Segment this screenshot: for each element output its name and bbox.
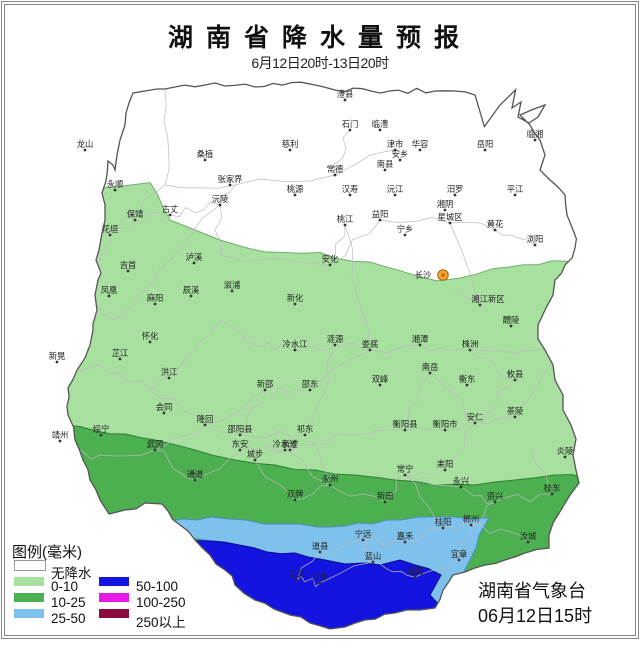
svg-text:安化: 安化 [322,254,339,264]
svg-text:吉首: 吉首 [120,260,137,270]
svg-text:新田: 新田 [377,491,394,501]
svg-text:醴陵: 醴陵 [503,315,520,325]
svg-text:邵阳县: 邵阳县 [228,424,253,434]
svg-text:祁东: 祁东 [297,424,314,434]
svg-text:龙山: 龙山 [77,139,94,149]
svg-text:郴州: 郴州 [463,514,480,524]
svg-text:汝城: 汝城 [520,531,537,541]
svg-text:汨罗: 汨罗 [447,184,464,194]
svg-text:慈利: 慈利 [282,139,299,149]
svg-text:宜章: 宜章 [451,549,468,559]
svg-text:常德: 常德 [327,164,344,174]
svg-text:汉寿: 汉寿 [342,184,359,194]
svg-text:桂东: 桂东 [544,483,561,493]
svg-text:江华: 江华 [312,572,329,582]
svg-text:城步: 城步 [247,449,264,459]
svg-text:华容: 华容 [412,139,429,149]
svg-text:双牌: 双牌 [287,489,304,499]
svg-text:沅江: 沅江 [387,184,404,194]
svg-text:岳阳: 岳阳 [477,139,494,149]
svg-text:宁乡: 宁乡 [397,224,414,234]
svg-text:辰溪: 辰溪 [183,285,200,295]
svg-text:新邵: 新邵 [257,379,274,389]
svg-text:嘉禾: 嘉禾 [397,531,414,541]
svg-text:临武: 临武 [407,566,424,576]
svg-text:芷江: 芷江 [112,348,129,358]
svg-text:南岳: 南岳 [422,362,439,372]
svg-text:长沙: 长沙 [415,270,432,280]
svg-text:星城区: 星城区 [438,212,463,222]
svg-text:洪江: 洪江 [161,367,178,377]
svg-text:衡阳市: 衡阳市 [433,419,458,429]
svg-text:双峰: 双峰 [372,374,389,384]
svg-text:麻阳: 麻阳 [147,293,164,303]
svg-text:怀化: 怀化 [142,331,159,341]
svg-text:宁远: 宁远 [355,529,372,539]
svg-text:绥宁: 绥宁 [93,424,110,434]
svg-text:邵东: 邵东 [302,379,319,389]
svg-text:茶陵: 茶陵 [507,406,524,416]
svg-text:湘江新区: 湘江新区 [471,294,504,304]
svg-text:道县: 道县 [312,541,329,551]
svg-text:会同: 会同 [156,402,173,412]
svg-text:临澧: 临澧 [372,119,389,129]
svg-text:安仁: 安仁 [467,412,484,422]
svg-text:新化: 新化 [287,293,304,303]
svg-text:隆回: 隆回 [197,414,214,424]
svg-text:桑植: 桑植 [197,149,214,159]
svg-text:桃源: 桃源 [287,184,304,194]
svg-text:桃江: 桃江 [337,214,354,224]
svg-text:靖州: 靖州 [52,430,69,440]
svg-text:东安: 东安 [232,439,249,449]
svg-text:南县: 南县 [377,159,394,169]
svg-text:安乡: 安乡 [392,149,409,159]
svg-text:蓝山: 蓝山 [365,551,382,561]
svg-text:石门: 石门 [342,119,359,129]
svg-text:黄花: 黄花 [487,219,504,229]
svg-text:凤凰: 凤凰 [101,285,118,295]
svg-text:新宁: 新宁 [282,439,299,449]
svg-text:炎陵: 炎陵 [557,446,574,456]
svg-text:泸溪: 泸溪 [186,252,203,262]
svg-text:永兴: 永兴 [453,476,470,486]
svg-text:张家界: 张家界 [218,174,243,184]
svg-text:衡阳县: 衡阳县 [393,419,418,429]
svg-text:涟源: 涟源 [327,334,344,344]
svg-text:株洲: 株洲 [462,339,479,349]
svg-text:桂阳: 桂阳 [435,517,452,527]
svg-text:永顺: 永顺 [107,179,124,189]
svg-text:平江: 平江 [507,184,524,194]
svg-text:湘阴: 湘阴 [437,199,454,209]
svg-text:永州: 永州 [322,474,339,484]
svg-text:耒阳: 耒阳 [437,459,454,469]
svg-text:通道: 通道 [187,469,204,479]
svg-text:娄底: 娄底 [362,339,379,349]
svg-text:武冈: 武冈 [147,439,164,449]
svg-text:冷水江: 冷水江 [283,339,308,349]
svg-text:衡东: 衡东 [459,374,476,384]
svg-text:沅陵: 沅陵 [212,194,229,204]
svg-text:新晃: 新晃 [49,351,66,361]
svg-text:津市: 津市 [387,139,404,149]
svg-text:资兴: 资兴 [487,491,504,501]
svg-text:保靖: 保靖 [127,209,144,219]
svg-text:湘潭: 湘潭 [412,334,429,344]
svg-text:江永: 江永 [289,569,306,579]
svg-text:益阳: 益阳 [372,209,389,219]
svg-text:古丈: 古丈 [162,204,179,214]
svg-text:常宁: 常宁 [397,464,414,474]
svg-text:攸县: 攸县 [507,369,524,379]
svg-text:溆浦: 溆浦 [224,280,241,290]
svg-text:浏阳: 浏阳 [527,234,544,244]
